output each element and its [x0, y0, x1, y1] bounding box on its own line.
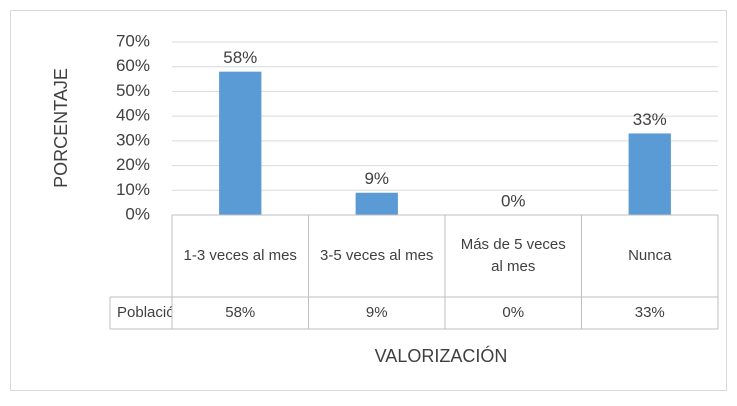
- x-tick-label-box: Más de 5 veces al mes: [445, 215, 582, 297]
- x-tick-label-box: Nunca: [582, 215, 719, 297]
- table-value-text: 33%: [634, 304, 665, 321]
- table-value: 0%: [445, 297, 582, 329]
- x-axis-label: VALORIZACIÓN: [375, 345, 508, 366]
- y-axis-label: PORCENTAJE: [51, 68, 71, 188]
- data-label: 0%: [501, 191, 526, 210]
- table-value-text: 9%: [365, 304, 388, 321]
- legend-entry-text: Población: [117, 304, 172, 321]
- bar: [628, 133, 671, 215]
- legend-entry: Población: [110, 297, 172, 329]
- y-tick-label: 70%: [116, 31, 150, 50]
- y-tick-label: 50%: [116, 81, 150, 100]
- table-value-text: 58%: [225, 304, 256, 321]
- data-label: 9%: [364, 169, 389, 188]
- table-value-box: 9%: [309, 297, 446, 329]
- table-value-text: 0%: [502, 304, 525, 321]
- y-tick-label: 30%: [116, 130, 150, 149]
- x-tick-label-text: 3-5 veces al mes: [320, 247, 434, 264]
- x-tick-label: 3-5 veces al mes: [309, 215, 446, 297]
- table-value-box: 33%: [582, 297, 719, 329]
- x-tick-label-box: 1-3 veces al mes: [172, 215, 309, 297]
- x-tick-label-text: Más de 5 veces al mes: [460, 236, 566, 275]
- table-value-box: 58%: [172, 297, 309, 329]
- table-value-box: 0%: [445, 297, 582, 329]
- y-tick-label: 60%: [116, 56, 150, 75]
- x-tick-label: 1-3 veces al mes: [172, 215, 309, 297]
- x-tick-label-box: 3-5 veces al mes: [309, 215, 446, 297]
- legend-entry-box: Población: [110, 297, 172, 329]
- x-tick-label-text: 1-3 veces al mes: [183, 247, 297, 264]
- table-value: 9%: [309, 297, 446, 329]
- bar: [355, 192, 398, 215]
- x-tick-label: Más de 5 veces al mes: [445, 215, 582, 297]
- x-tick-label: Nunca: [582, 215, 719, 297]
- y-tick-label: 40%: [116, 106, 150, 125]
- x-tick-label-text: Nunca: [628, 247, 672, 264]
- y-tick-label: 20%: [116, 155, 150, 174]
- table-value: 33%: [582, 297, 719, 329]
- bar: [219, 71, 262, 216]
- data-label: 58%: [223, 48, 257, 67]
- table-value: 58%: [172, 297, 309, 329]
- y-tick-label: 10%: [116, 180, 150, 199]
- data-label: 33%: [633, 110, 667, 129]
- y-tick-label: 0%: [125, 204, 150, 223]
